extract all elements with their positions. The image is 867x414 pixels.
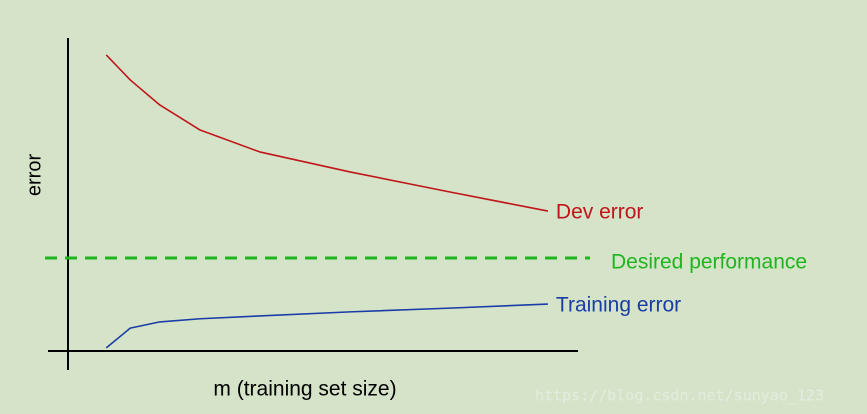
y-axis-label: error: [23, 154, 45, 197]
series-line: [105, 303, 548, 349]
x-axis-label: m (training set size): [213, 378, 396, 401]
watermark: https://blog.csdn.net/sunyao_123: [535, 387, 824, 405]
series-label: Dev error: [556, 201, 644, 224]
series-line: [105, 54, 549, 212]
reference-label: Desired performance: [611, 251, 807, 274]
series-label: Training error: [556, 294, 681, 317]
